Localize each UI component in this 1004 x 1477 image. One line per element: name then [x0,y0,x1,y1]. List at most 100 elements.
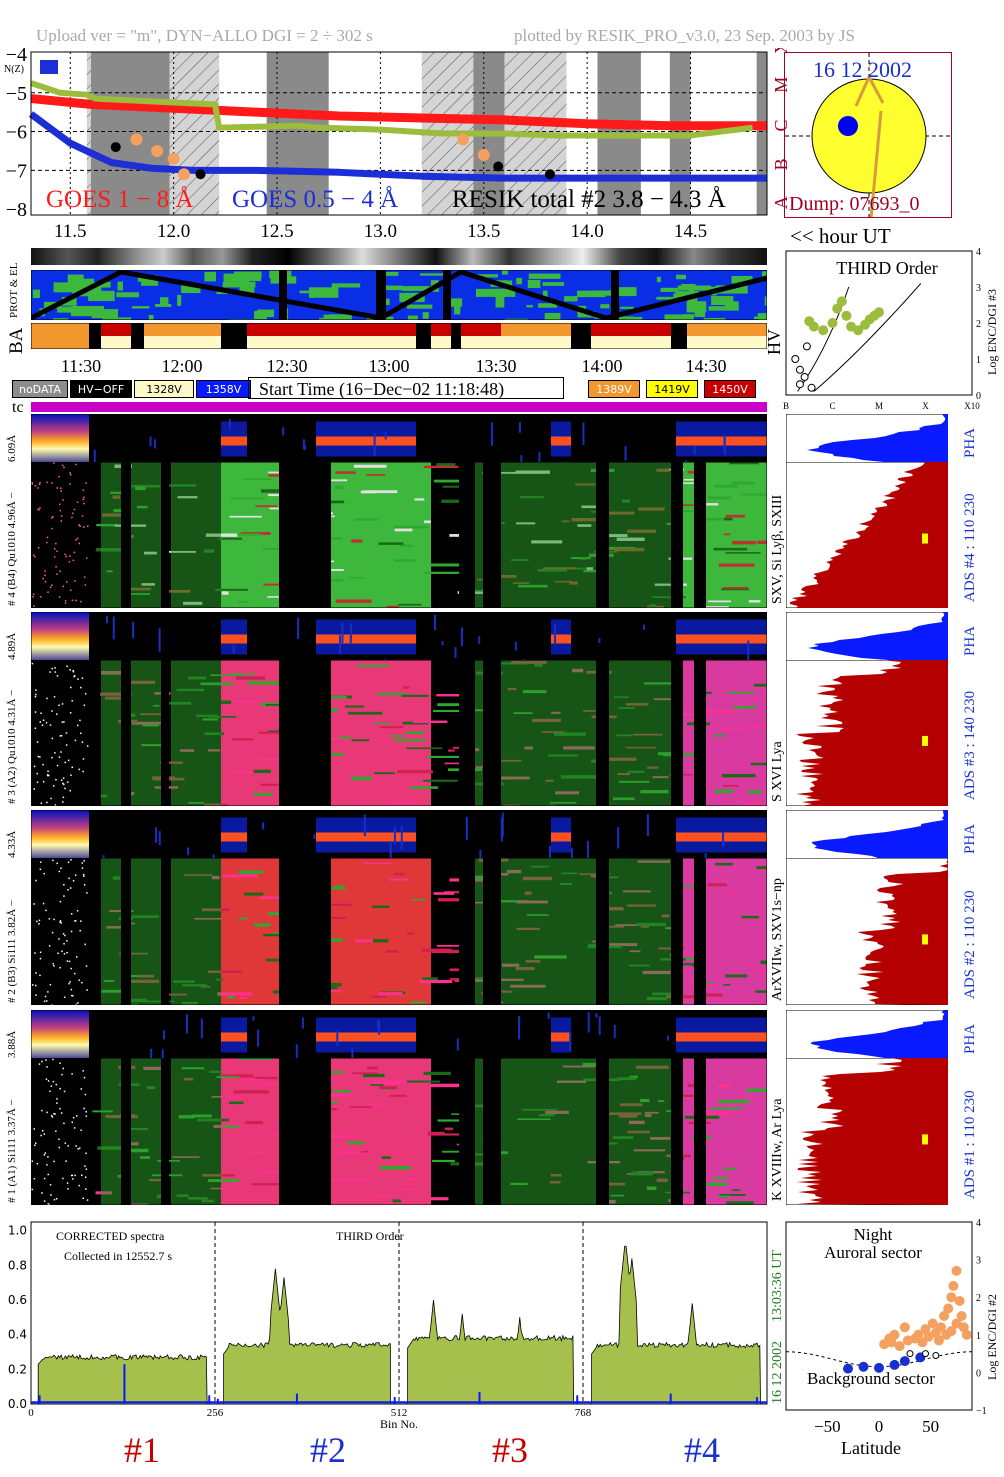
spec-stripe-74 [394,872,405,876]
spec-speck-58 [43,1000,46,1003]
spec-speck-35 [75,956,78,958]
spec-speck-8 [62,499,64,501]
spec-speck-27 [83,704,86,706]
spec-mid-col-5 [609,1058,671,1205]
legend-left-1: HV−OFF [70,380,132,398]
spec-speck-86 [46,541,48,544]
spec-speck-38 [85,1188,87,1190]
spec-stripe-128 [680,504,694,507]
pha-speck-6 [252,1016,255,1021]
spectrum-xtick-3: 768 [575,1407,592,1419]
spec-speck-10 [81,862,84,864]
spec-speck-20 [74,739,77,742]
spec-speck-70 [55,1083,58,1086]
spec-speck-77 [72,1178,74,1180]
spec-stripe-65 [255,1076,278,1080]
spec-gap-3 [459,858,475,1005]
prot-green-patch-34 [254,310,267,320]
channel-side-label-4: K XVIIIw, Ar Lya [770,1098,785,1201]
spec-speck-50 [51,1116,54,1118]
spec-speck-6 [35,994,37,996]
spec-speck-28 [85,965,88,967]
spec-gap-5 [596,858,609,1005]
pha-speck-13 [547,1012,550,1019]
spec-speck-18 [67,861,70,863]
lat-orange-point-14 [954,1295,965,1306]
tc-bar [31,402,767,412]
spec-speck-6 [50,1194,52,1196]
spec-speck-89 [35,879,37,882]
goes-ytick-3: −7 [6,160,27,182]
prot-green-patch-106 [703,317,726,320]
spec-speck-9 [35,689,37,691]
spec-speck-82 [78,542,80,545]
pha-band-1 [316,634,416,644]
spec-speck-17 [66,665,68,668]
spec-mid-col-1 [131,1058,161,1205]
spec-speck-57 [72,995,74,997]
spec-stripe-21 [334,885,343,889]
spec-stripe-15 [332,1089,351,1093]
spec-speck-55 [38,1063,41,1065]
spec-speck-39 [49,1184,52,1186]
spec-speck-45 [80,732,82,735]
spec-speck-88 [69,669,71,671]
spec-speck-23 [58,938,60,940]
spec-stripe-138 [258,731,290,734]
spec-gap-6 [671,462,683,608]
lat-orange-point-8 [936,1322,946,1333]
spec-speck-28 [33,765,36,768]
spec-stripe-142 [717,1195,730,1198]
goes-xtick-5: 14.0 [571,221,604,242]
prot-green-patch-10 [542,282,565,286]
spec-speck-4 [45,1078,48,1080]
hv-point-12 [804,316,815,327]
spec-speck-36 [51,482,53,484]
spec-stripe-38 [679,958,700,961]
spec-speck-44 [46,1111,48,1114]
lat-orange-point-26 [958,1322,969,1333]
pha-speck-18 [456,1038,459,1051]
spec-speck-13 [37,547,40,549]
ba-orange-1 [144,323,221,336]
spec-speck-20 [47,591,49,593]
goes-xtick-0: 11.5 [54,221,87,242]
spectrum-ytick-3: 0.6 [8,1293,27,1307]
spec-speck-46 [83,526,85,528]
spec-stripe-73 [263,933,280,937]
lat-ytick-4: 3 [976,1256,981,1267]
spec-speck-88 [46,1066,48,1068]
pha-speck-19 [336,1030,339,1046]
night-interval-5 [756,52,767,215]
spec-speck-41 [84,693,87,695]
prot-green-patch-82 [577,290,606,298]
sun-disk [811,78,927,194]
prot-green-patch-12 [475,288,495,297]
spec-mid-col-1 [131,660,161,806]
pha-band-1 [316,1032,416,1042]
start-time-box: Start Time (16−Dec−02 11:18:48) [248,377,564,399]
spec-stripe-121 [741,915,759,919]
spec-gap-0 [121,1058,131,1205]
spec-speck-69 [59,920,62,922]
spec-mid-col-1 [131,462,161,608]
spec-stripe-22 [362,862,393,865]
spec-stripe-10 [720,588,749,591]
lat-ytick-5: 4 [976,1218,981,1229]
spec-stripe-3 [351,539,363,543]
pha-speck-7 [582,422,585,445]
spec-hi-region-2 [671,660,767,806]
spec-stripe-57 [681,962,697,966]
prot-green-patch-20 [328,314,352,320]
spec-speck-44 [66,781,69,783]
spec-stripe-4 [747,725,767,728]
prot-green-patch-78 [57,306,83,313]
spec-speck-8 [48,945,51,947]
prot-green-patch-21 [406,304,433,309]
spec-speck-4 [52,516,54,518]
prot-gap-1 [376,270,386,320]
spec-gap-3 [459,1058,475,1205]
prot-green-patch-62 [308,287,339,298]
spec-stripe-23 [392,801,417,804]
